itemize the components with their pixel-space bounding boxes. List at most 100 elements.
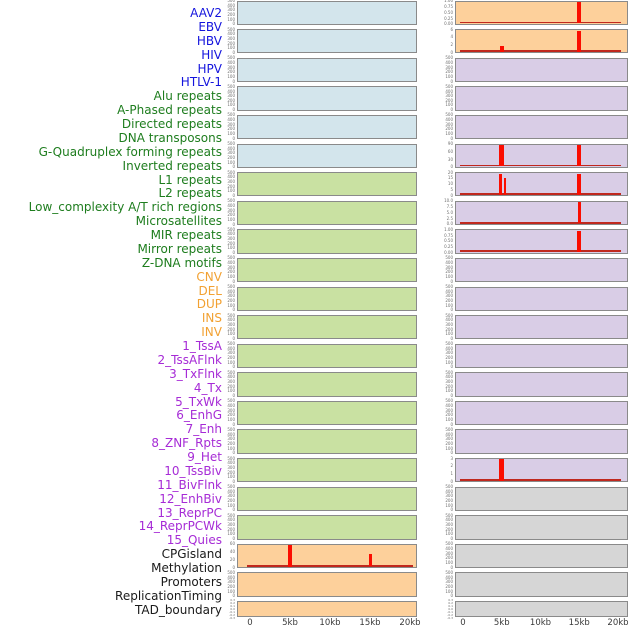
y-tick-label: 300: [445, 93, 453, 99]
y-tick-label: 200: [227, 40, 235, 46]
y-tick-label: 200: [227, 440, 235, 446]
signal-baseline: [460, 50, 621, 52]
y-tick-label: 400: [445, 260, 453, 266]
track-panel: [237, 486, 417, 511]
signal-spike: [368, 553, 372, 567]
y-tick-label: 400: [227, 488, 235, 494]
feature-label: HTLV-1: [180, 75, 222, 90]
signal-spike: [288, 545, 292, 567]
y-tick-label: 400: [227, 574, 235, 580]
signal-spike: [577, 202, 581, 224]
x-tick-label: 0: [247, 617, 253, 628]
y-tick-label: 500: [227, 512, 235, 518]
y-tick-label: -0.3: [229, 616, 235, 621]
y-tick-label: 100: [227, 45, 235, 51]
y-tick-label: 0.3: [448, 598, 453, 603]
y-axis-ticks: 500 400 300 200 100 0: [212, 199, 235, 226]
y-axis-ticks: 500 400 300 200 100 0: [212, 226, 235, 255]
track-panel: [237, 543, 417, 569]
feature-label: Methylation: [151, 561, 222, 575]
y-tick-label: 1.00: [444, 0, 453, 4]
y-tick-label: 100: [227, 245, 235, 251]
feature-label: A-Phased repeats: [117, 103, 222, 118]
y-tick-label: 300: [445, 321, 453, 327]
track-panel: [237, 229, 417, 254]
feature-label: Alu repeats: [153, 89, 222, 104]
y-tick-label: 500: [227, 284, 235, 289]
y-tick-label: 500: [227, 169, 235, 175]
y-tick-label: 400: [227, 117, 235, 123]
y-tick-label: 200: [445, 440, 453, 446]
y-tick-label: 300: [227, 150, 235, 156]
y-tick-label: 500: [227, 226, 235, 232]
feature-label: CNV: [196, 269, 222, 284]
y-tick-label: 200: [227, 183, 235, 189]
y-tick-label: 100: [227, 102, 235, 108]
y-tick-label: 100: [227, 474, 235, 480]
y-tick-label: 0.50: [444, 238, 453, 244]
y-tick-label: 400: [227, 31, 235, 37]
track-panel: [455, 86, 628, 111]
feature-label: 5_TxWk: [175, 394, 222, 409]
y-axis-ticks: 500 400 300 200 100 0: [212, 256, 235, 283]
y-tick-label: 4: [450, 34, 453, 40]
track-panel: [237, 400, 417, 426]
y-tick-label: 500: [227, 26, 235, 32]
y-tick-label: 0: [232, 536, 235, 541]
y-tick-label: 400: [445, 517, 453, 523]
y-tick-label: 400: [445, 345, 453, 351]
y-axis-ticks: 500 400 300 200 100 0: [212, 169, 235, 198]
y-tick-label: 2: [450, 42, 453, 48]
y-tick-label: 100: [227, 445, 235, 451]
y-tick-label: 400: [227, 231, 235, 237]
y-tick-label: 1: [450, 471, 453, 477]
track-panel: [237, 343, 417, 368]
y-tick-label: 0: [232, 450, 235, 456]
y-tick-label: 400: [227, 317, 235, 323]
y-tick-label: 0: [232, 564, 235, 570]
y-axis-ticks: 500 400 300 200 100 0: [430, 513, 453, 541]
y-tick-label: 300: [227, 407, 235, 413]
y-tick-label: 400: [445, 117, 453, 123]
y-tick-label: 3: [450, 455, 453, 461]
y-tick-label: 200: [227, 583, 235, 589]
track-panel: [237, 143, 417, 168]
track-panel: [455, 315, 628, 340]
feature-label: Low_complexity A/T rich regions: [28, 200, 222, 215]
y-tick-label: 500: [445, 426, 453, 432]
feature-label: 11_BivFlnk: [157, 477, 222, 492]
y-tick-label: 200: [227, 355, 235, 361]
signal-spike: [577, 30, 582, 52]
y-tick-label: 0.2: [230, 601, 235, 606]
feature-label: INS: [201, 311, 222, 326]
signal-spike: [577, 230, 582, 253]
y-tick-label: 300: [227, 350, 235, 356]
y-tick-label: 400: [227, 403, 235, 409]
y-tick-label: 100: [227, 73, 235, 79]
y-axis-ticks: 500 400 300 200 100 0: [212, 370, 235, 398]
signal-spike: [499, 45, 504, 52]
y-tick-label: 0: [232, 21, 235, 27]
y-tick-label: 0: [450, 307, 453, 313]
y-tick-label: 0.0: [446, 221, 453, 227]
signal-spike: [503, 177, 506, 195]
y-tick-label: 0.25: [444, 244, 453, 250]
y-tick-label: 300: [227, 379, 235, 385]
y-tick-label: 6: [450, 26, 453, 32]
y-tick-label: 200: [445, 297, 453, 303]
y-tick-label: 300: [227, 236, 235, 242]
y-tick-label: 200: [445, 326, 453, 332]
y-tick-label: 500: [445, 312, 453, 318]
feature-label: CPGisland: [161, 547, 222, 562]
feature-label: TAD_boundary: [134, 602, 222, 617]
y-tick-label: 200: [445, 97, 453, 103]
y-axis-ticks: 500 400 300 200 100 0: [212, 56, 235, 83]
y-tick-label: 300: [445, 436, 453, 442]
y-tick-label: 0: [450, 164, 453, 170]
y-axis-ticks: 500 400 300 200 100 0: [212, 26, 235, 55]
y-axis-ticks: 500 400 300 200 100 0: [212, 285, 235, 312]
y-tick-label: 200: [445, 69, 453, 75]
y-tick-label: 200: [445, 269, 453, 275]
y-tick-label: 400: [227, 2, 235, 8]
y-tick-label: 500: [227, 0, 235, 4]
